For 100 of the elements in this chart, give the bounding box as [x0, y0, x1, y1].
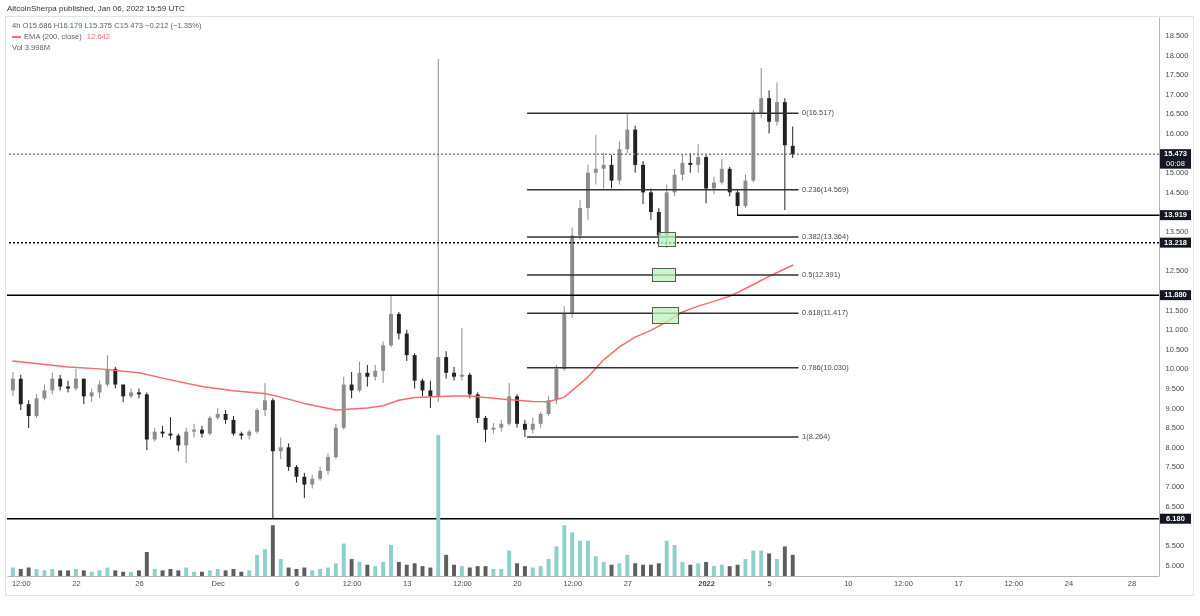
bar	[609, 564, 614, 576]
bar	[562, 525, 567, 576]
candlestick	[404, 329, 409, 362]
bar	[184, 567, 189, 576]
bar	[89, 571, 94, 576]
bar	[326, 567, 330, 576]
bar	[152, 568, 157, 576]
candlestick	[113, 366, 118, 389]
candlestick	[775, 82, 779, 127]
bar	[333, 563, 338, 576]
bar	[554, 546, 559, 576]
candlestick	[444, 350, 449, 380]
bar	[617, 563, 622, 576]
bar	[396, 561, 401, 576]
bar	[475, 566, 480, 576]
bar	[81, 570, 86, 576]
bar	[18, 568, 23, 576]
bar	[278, 559, 283, 576]
bar	[499, 568, 504, 576]
candlestick	[10, 371, 15, 397]
candlestick	[759, 67, 764, 119]
candlestick	[26, 399, 31, 429]
bar	[727, 566, 732, 576]
bar	[719, 564, 724, 576]
bar	[365, 564, 370, 576]
bar	[412, 563, 417, 576]
candlestick	[199, 425, 204, 439]
bar	[373, 566, 378, 576]
candlestick	[475, 391, 480, 424]
candlestick	[34, 393, 39, 419]
bar	[302, 567, 307, 576]
bar	[318, 568, 323, 576]
candlestick	[396, 311, 401, 340]
bar	[160, 570, 165, 576]
bar	[767, 553, 772, 576]
bar	[113, 570, 118, 576]
candlestick	[184, 427, 189, 464]
bar	[578, 540, 583, 576]
candlestick	[302, 472, 307, 499]
candlestick	[365, 364, 370, 388]
bar	[341, 543, 346, 576]
bar	[585, 540, 590, 576]
candlestick	[136, 387, 141, 399]
bar	[436, 435, 441, 576]
bar	[538, 566, 543, 576]
candlestick	[459, 327, 464, 382]
candlestick	[522, 419, 527, 438]
bar	[26, 567, 31, 576]
candlestick	[73, 368, 78, 391]
candlestick	[727, 166, 732, 197]
bar	[381, 561, 386, 576]
bar	[633, 563, 638, 576]
bar	[42, 570, 47, 576]
bar	[601, 561, 606, 576]
bar	[136, 570, 141, 576]
bar	[255, 554, 260, 576]
bar	[711, 566, 716, 576]
bar	[310, 570, 315, 576]
candlestick	[192, 423, 197, 439]
candlestick	[467, 372, 472, 399]
bar	[546, 559, 551, 576]
bar	[73, 568, 78, 576]
bar	[129, 571, 134, 576]
candlestick	[452, 366, 456, 382]
bar	[215, 568, 220, 576]
bar	[656, 563, 661, 576]
candlestick	[326, 452, 330, 476]
bar	[790, 554, 795, 576]
bar	[452, 564, 456, 576]
candlestick	[790, 125, 795, 159]
bar	[491, 568, 496, 576]
candlestick	[593, 134, 598, 185]
bar	[688, 564, 693, 576]
candlestick	[719, 158, 724, 185]
candlestick	[231, 415, 236, 437]
bar	[782, 546, 787, 576]
bar	[97, 570, 102, 576]
candlestick	[207, 415, 212, 437]
bar	[775, 559, 779, 576]
bar	[428, 567, 433, 576]
bar	[207, 570, 212, 576]
candlestick	[735, 189, 740, 216]
bar	[349, 559, 354, 576]
candlestick	[168, 416, 173, 440]
candlestick	[688, 152, 693, 174]
bar	[593, 556, 598, 576]
bar	[515, 563, 519, 576]
bar	[239, 571, 244, 576]
candlestick	[278, 437, 283, 460]
bar	[648, 564, 653, 576]
candlestick	[546, 395, 551, 417]
candlestick	[696, 143, 701, 174]
candlestick	[81, 378, 86, 405]
bar	[467, 567, 472, 576]
bar	[735, 564, 740, 576]
candlestick	[105, 354, 110, 388]
candlestick	[255, 407, 260, 435]
bar	[176, 570, 181, 576]
bar	[530, 567, 535, 576]
candlestick	[428, 380, 433, 409]
